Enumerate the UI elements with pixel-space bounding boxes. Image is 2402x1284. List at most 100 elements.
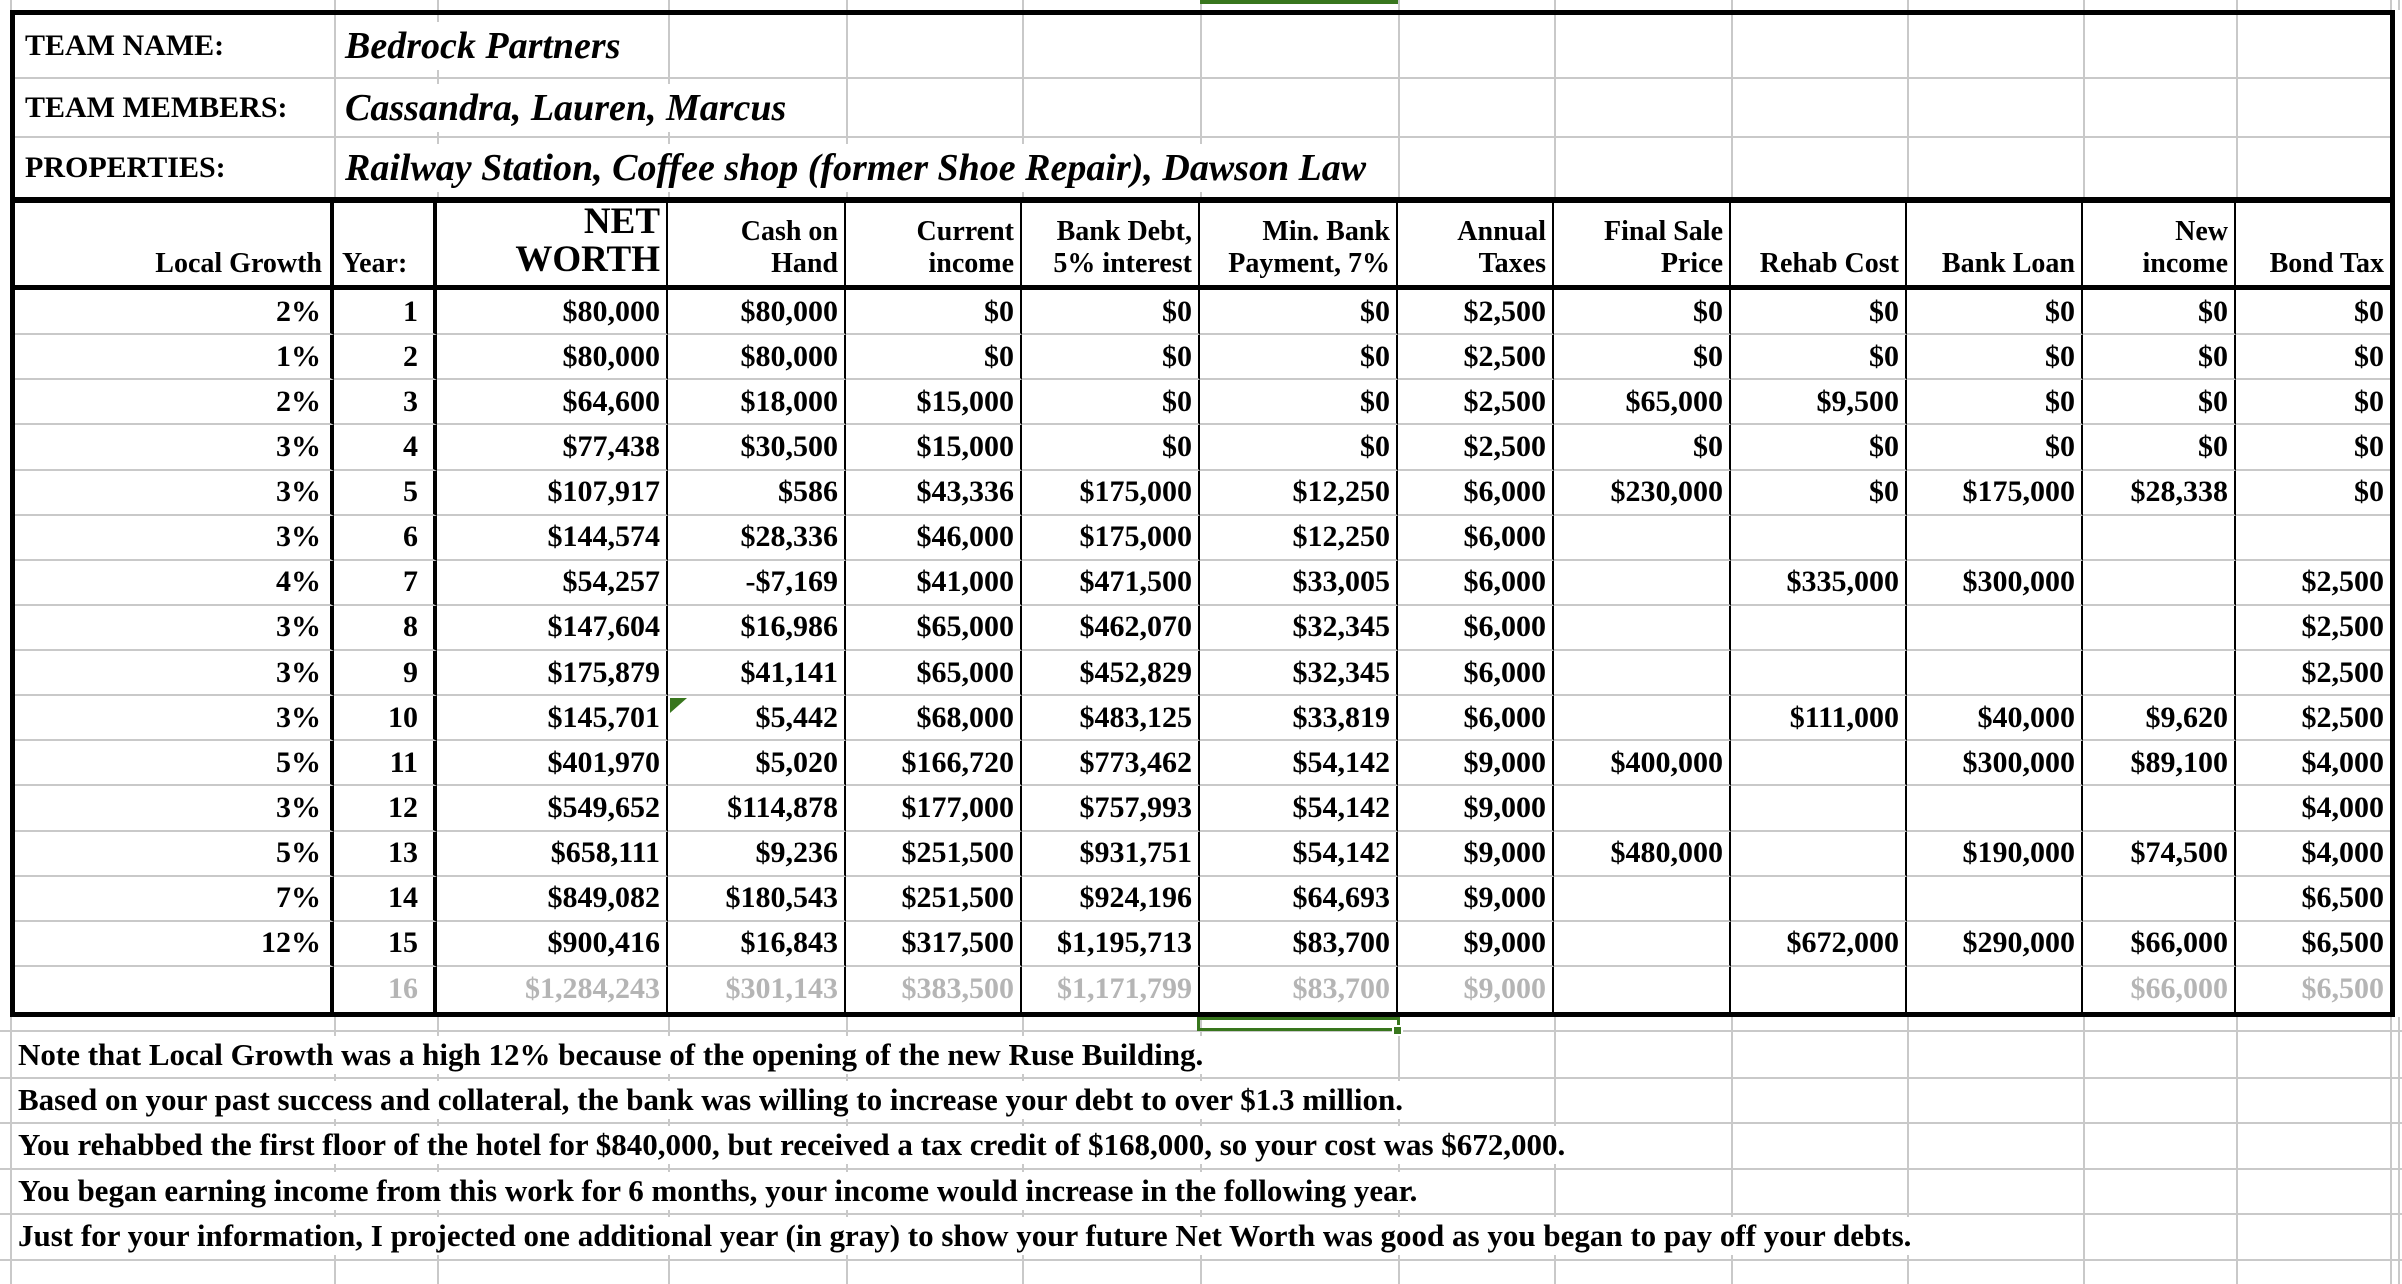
cell-y1-new-income[interactable]: $0	[2083, 290, 2236, 335]
cell-y14-bank-debt[interactable]: $924,196	[1022, 877, 1200, 922]
cell-y5-new-income[interactable]: $28,338	[2083, 471, 2236, 516]
cell-y4-local-growth[interactable]: 3%	[15, 425, 334, 470]
cell-y16-rehab-cost[interactable]	[1731, 967, 1907, 1012]
cell-y8-final-sale-price[interactable]	[1554, 606, 1731, 651]
cell-y9-bank-loan[interactable]	[1907, 651, 2083, 696]
cell-y15-annual-taxes[interactable]: $9,000	[1398, 922, 1554, 967]
header-local-growth[interactable]: Local Growth	[15, 203, 334, 290]
cell-y6-min-bank-payment[interactable]: $12,250	[1200, 516, 1398, 561]
team-name-label[interactable]: TEAM NAME:	[15, 29, 334, 63]
cell-y4-net-worth[interactable]: $77,438	[437, 425, 668, 470]
header-cash-on-hand[interactable]: Cash onHand	[668, 203, 846, 290]
cell-y12-cash-on-hand[interactable]: $114,878	[668, 786, 846, 831]
fill-handle[interactable]	[1392, 1025, 1403, 1036]
cell-y2-new-income[interactable]: $0	[2083, 335, 2236, 380]
cell-y1-bank-loan[interactable]: $0	[1907, 290, 2083, 335]
cell-y16-bank-debt[interactable]: $1,171,799	[1022, 967, 1200, 1012]
cell-y8-net-worth[interactable]: $147,604	[437, 606, 668, 651]
cell-y10-bank-debt[interactable]: $483,125	[1022, 696, 1200, 741]
cell-y16-year[interactable]: 16	[334, 967, 437, 1012]
cell-y9-bond-tax[interactable]: $2,500	[2236, 651, 2390, 696]
cell-y7-bond-tax[interactable]: $2,500	[2236, 561, 2390, 606]
cell-y2-year[interactable]: 2	[334, 335, 437, 380]
cell-y3-annual-taxes[interactable]: $2,500	[1398, 380, 1554, 425]
cell-y12-local-growth[interactable]: 3%	[15, 786, 334, 831]
cell-y6-rehab-cost[interactable]	[1731, 516, 1907, 561]
cell-y4-year[interactable]: 4	[334, 425, 437, 470]
cell-y14-bank-loan[interactable]	[1907, 877, 2083, 922]
cell-y11-bank-debt[interactable]: $773,462	[1022, 741, 1200, 786]
cell-y16-current-income[interactable]: $383,500	[846, 967, 1022, 1012]
cell-y16-net-worth[interactable]: $1,284,243	[437, 967, 668, 1012]
cell-y10-min-bank-payment[interactable]: $33,819	[1200, 696, 1398, 741]
cell-y5-bond-tax[interactable]: $0	[2236, 471, 2390, 516]
cell-y7-bank-loan[interactable]: $300,000	[1907, 561, 2083, 606]
cell-y12-bank-loan[interactable]	[1907, 786, 2083, 831]
cell-y1-current-income[interactable]: $0	[846, 290, 1022, 335]
cell-y11-net-worth[interactable]: $401,970	[437, 741, 668, 786]
cell-y6-local-growth[interactable]: 3%	[15, 516, 334, 561]
cell-y8-new-income[interactable]	[2083, 606, 2236, 651]
team-members-value[interactable]: Cassandra, Lauren, Marcus	[334, 84, 802, 132]
cell-y14-annual-taxes[interactable]: $9,000	[1398, 877, 1554, 922]
cell-y15-local-growth[interactable]: 12%	[15, 922, 334, 967]
cell-y3-current-income[interactable]: $15,000	[846, 380, 1022, 425]
cell-y14-new-income[interactable]	[2083, 877, 2236, 922]
cell-y14-cash-on-hand[interactable]: $180,543	[668, 877, 846, 922]
header-min-bank-payment[interactable]: Min. BankPayment, 7%	[1200, 203, 1398, 290]
cell-y3-year[interactable]: 3	[334, 380, 437, 425]
cell-y14-min-bank-payment[interactable]: $64,693	[1200, 877, 1398, 922]
cell-y6-current-income[interactable]: $46,000	[846, 516, 1022, 561]
cell-y13-current-income[interactable]: $251,500	[846, 832, 1022, 877]
cell-y15-final-sale-price[interactable]	[1554, 922, 1731, 967]
cell-y15-bank-loan[interactable]: $290,000	[1907, 922, 2083, 967]
header-rehab-cost[interactable]: Rehab Cost	[1731, 203, 1907, 290]
header-current-income[interactable]: Currentincome	[846, 203, 1022, 290]
cell-y14-local-growth[interactable]: 7%	[15, 877, 334, 922]
cell-y15-current-income[interactable]: $317,500	[846, 922, 1022, 967]
cell-y5-cash-on-hand[interactable]: $586	[668, 471, 846, 516]
cell-y6-bank-debt[interactable]: $175,000	[1022, 516, 1200, 561]
cell-y7-final-sale-price[interactable]	[1554, 561, 1731, 606]
cell-y9-local-growth[interactable]: 3%	[15, 651, 334, 696]
cell-y10-cash-on-hand[interactable]: $5,442	[668, 696, 846, 741]
cell-y4-new-income[interactable]: $0	[2083, 425, 2236, 470]
cell-y7-local-growth[interactable]: 4%	[15, 561, 334, 606]
cell-y15-year[interactable]: 15	[334, 922, 437, 967]
cell-y6-bond-tax[interactable]	[2236, 516, 2390, 561]
cell-y10-annual-taxes[interactable]: $6,000	[1398, 696, 1554, 741]
cell-y15-min-bank-payment[interactable]: $83,700	[1200, 922, 1398, 967]
cell-y4-bank-loan[interactable]: $0	[1907, 425, 2083, 470]
cell-y11-final-sale-price[interactable]: $400,000	[1554, 741, 1731, 786]
cell-y2-net-worth[interactable]: $80,000	[437, 335, 668, 380]
cell-y5-rehab-cost[interactable]: $0	[1731, 471, 1907, 516]
cell-y16-annual-taxes[interactable]: $9,000	[1398, 967, 1554, 1012]
cell-y7-current-income[interactable]: $41,000	[846, 561, 1022, 606]
cell-y8-year[interactable]: 8	[334, 606, 437, 651]
cell-y11-bond-tax[interactable]: $4,000	[2236, 741, 2390, 786]
cell-y9-cash-on-hand[interactable]: $41,141	[668, 651, 846, 696]
cell-y4-min-bank-payment[interactable]: $0	[1200, 425, 1398, 470]
cell-y15-cash-on-hand[interactable]: $16,843	[668, 922, 846, 967]
cell-y12-final-sale-price[interactable]	[1554, 786, 1731, 831]
properties-value[interactable]: Railway Station, Coffee shop (former Sho…	[334, 144, 1382, 192]
cell-y11-current-income[interactable]: $166,720	[846, 741, 1022, 786]
cell-y7-min-bank-payment[interactable]: $33,005	[1200, 561, 1398, 606]
header-net-worth[interactable]: NETWORTH	[437, 203, 668, 290]
header-final-sale-price[interactable]: Final SalePrice	[1554, 203, 1731, 290]
cell-y10-final-sale-price[interactable]	[1554, 696, 1731, 741]
cell-y11-cash-on-hand[interactable]: $5,020	[668, 741, 846, 786]
cell-y1-final-sale-price[interactable]: $0	[1554, 290, 1731, 335]
cell-y13-year[interactable]: 13	[334, 832, 437, 877]
cell-y9-year[interactable]: 9	[334, 651, 437, 696]
cell-y14-final-sale-price[interactable]	[1554, 877, 1731, 922]
cell-y6-year[interactable]: 6	[334, 516, 437, 561]
cell-y13-new-income[interactable]: $74,500	[2083, 832, 2236, 877]
cell-y10-new-income[interactable]: $9,620	[2083, 696, 2236, 741]
cell-y7-net-worth[interactable]: $54,257	[437, 561, 668, 606]
cell-y1-cash-on-hand[interactable]: $80,000	[668, 290, 846, 335]
cell-y2-annual-taxes[interactable]: $2,500	[1398, 335, 1554, 380]
cell-y3-bank-loan[interactable]: $0	[1907, 380, 2083, 425]
cell-y13-rehab-cost[interactable]	[1731, 832, 1907, 877]
cell-y1-rehab-cost[interactable]: $0	[1731, 290, 1907, 335]
